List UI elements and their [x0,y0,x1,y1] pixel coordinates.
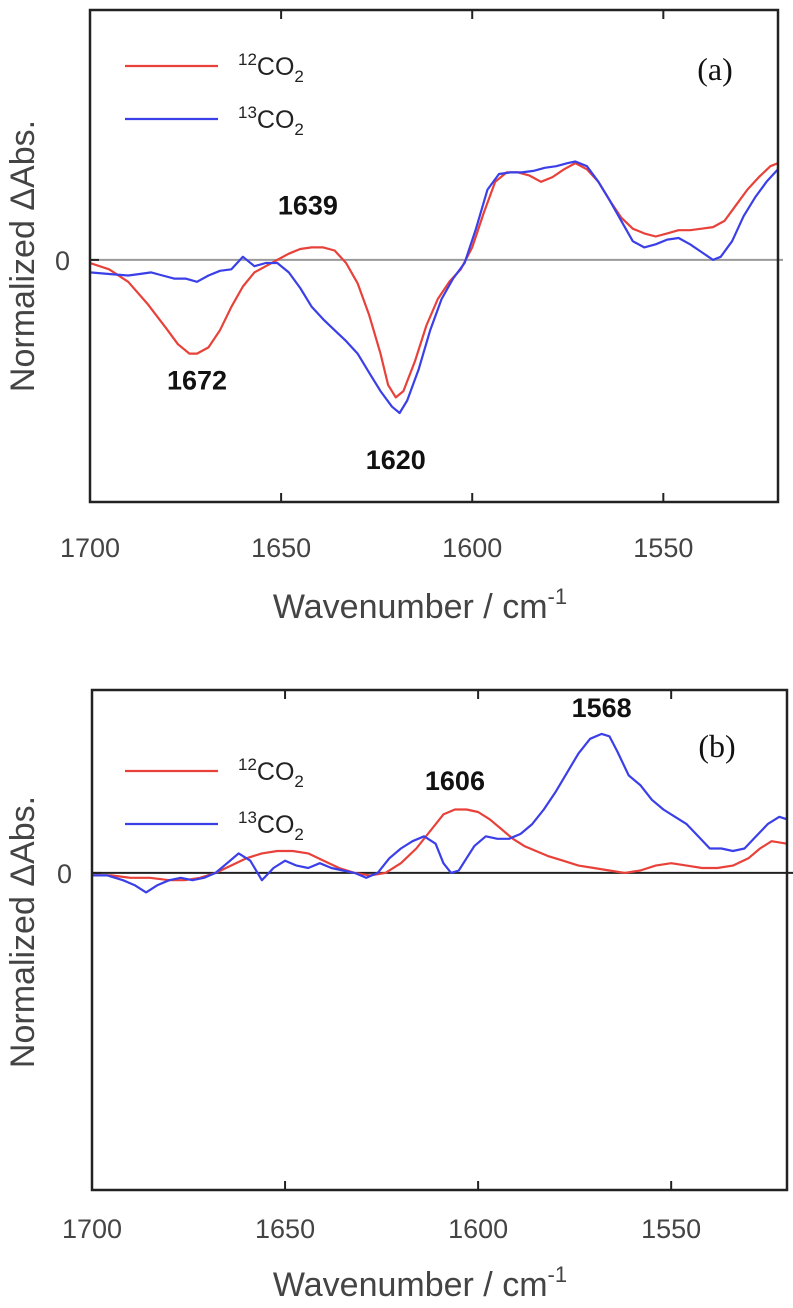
plot-frame-b [90,688,789,1192]
peak-label-1620: 1620 [366,445,426,475]
panel-label-b: (b) [698,728,735,764]
y-axis-label-b: Normalized ΔAbs. [4,796,42,1068]
ticks-b: 1700 1650 1600 1550 0 [57,690,701,1244]
legend-isotope: 13 [238,103,257,122]
legend-label-13co2: 13CO2 [238,103,304,139]
legend-formula: CO [257,53,295,81]
x-axis-label-a: Wavenumber / cm-1 [273,584,567,626]
legend-label-13co2: 13CO2 [238,808,304,844]
legend-formula: CO [257,758,295,786]
series-layer-b [92,732,787,894]
peak-label-1672: 1672 [167,366,227,396]
series-line-12co2-a [90,162,778,399]
legend-isotope: 12 [238,755,257,774]
peak-label-1606: 1606 [425,766,485,796]
panel-label-a: (a) [697,51,733,87]
x-tick-label: 1550 [633,533,693,563]
peak-label-1568: 1568 [572,693,632,723]
ticks-a: 1700 1650 1600 1550 0 [55,10,693,563]
legend-label-12co2: 12CO2 [238,755,304,791]
series-layer-a [90,160,778,415]
x-tick-label: 1650 [255,1214,315,1244]
x-axis-label-b: Wavenumber / cm-1 [273,1262,567,1304]
annotations-b: 1606 1568 [425,693,632,796]
x-tick-label: 1700 [62,1214,122,1244]
legend-formula: CO [257,106,295,134]
x-axis-label-text-a: Wavenumber / cm [273,588,548,626]
plot-frame-a [88,8,780,504]
x-tick-label: 1600 [442,533,502,563]
series-line-13co2-b [92,732,787,894]
x-tick-label: 1550 [641,1214,701,1244]
legend-subscript: 2 [294,772,303,791]
x-axis-label-sup-a: -1 [548,584,568,609]
x-tick-label: 1600 [448,1214,508,1244]
legend-isotope: 12 [238,50,257,69]
legend-subscript: 2 [294,67,303,86]
x-tick-label: 1700 [60,533,120,563]
y-tick-label: 0 [55,246,70,276]
annotations-a: 1672 1639 1620 [167,191,426,476]
series-line-12co2-b [92,808,787,882]
legend-formula: CO [257,811,295,839]
legend-isotope: 13 [238,808,257,827]
series-line-13co2-a [90,160,778,415]
y-axis-label-a: Normalized ΔAbs. [4,120,42,392]
legend-subscript: 2 [294,120,303,139]
x-tick-label: 1650 [251,533,311,563]
peak-label-1639: 1639 [278,191,338,221]
x-axis-label-text-b: Wavenumber / cm [273,1266,548,1304]
legend-subscript: 2 [294,825,303,844]
legend-label-12co2: 12CO2 [238,50,304,86]
y-tick-label: 0 [57,859,72,889]
x-axis-label-sup-b: -1 [548,1262,568,1287]
